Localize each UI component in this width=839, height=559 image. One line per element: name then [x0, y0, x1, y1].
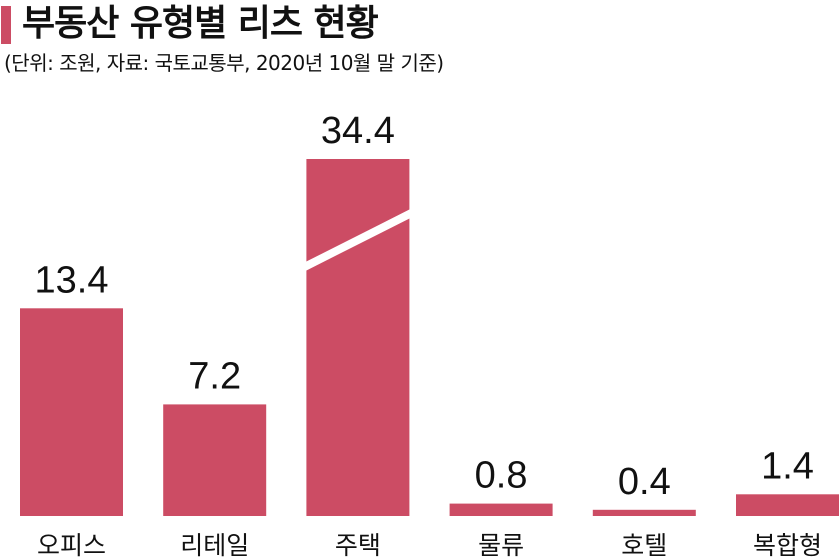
- bar-group-5: 1.4 복합형: [736, 445, 839, 559]
- bar-group-3: 0.8 물류: [449, 455, 553, 559]
- bar: [449, 503, 553, 516]
- bar-value-label: 13.4: [35, 259, 109, 301]
- bar-value-label: 1.4: [761, 445, 814, 487]
- bar: [163, 404, 267, 516]
- category-label: 리테일: [180, 531, 249, 559]
- bar: [20, 308, 123, 516]
- bar-group-2: 34.4 주택: [302, 110, 414, 559]
- bar: [592, 509, 696, 516]
- category-label: 주택: [335, 531, 381, 559]
- category-label: 호텔: [621, 531, 667, 559]
- bar: [306, 159, 410, 516]
- category-label: 물류: [478, 531, 524, 559]
- bar-value-label: 0.4: [618, 461, 671, 503]
- bar-value-label: 7.2: [188, 355, 241, 397]
- chart-title: 부동산 유형별 리츠 현황: [22, 3, 379, 44]
- bar-group-1: 7.2 리테일: [163, 355, 267, 559]
- chart-subtitle: (단위: 조원, 자료: 국토교통부, 2020년 10월 말 기준): [4, 51, 444, 75]
- bar-group-4: 0.4 호텔: [592, 461, 696, 559]
- bar: [736, 494, 839, 516]
- bar-group-0: 13.4 오피스: [20, 259, 123, 559]
- category-label: 복합형: [753, 531, 822, 559]
- bar-value-label: 0.8: [475, 455, 528, 497]
- axis-break-line: [302, 209, 414, 271]
- title-accent-bar: [1, 6, 11, 44]
- bar-value-label: 34.4: [321, 110, 395, 152]
- category-label: 오피스: [37, 531, 106, 559]
